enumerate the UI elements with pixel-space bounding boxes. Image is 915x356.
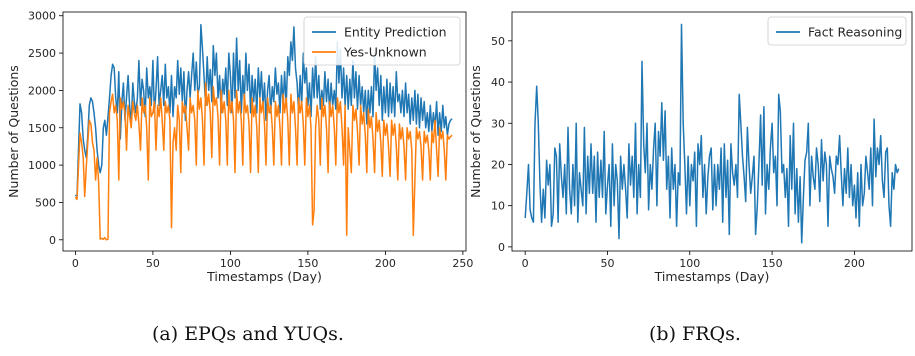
plot-frame [511,11,913,252]
series-line-fact-reasoning [524,23,900,244]
y-tick-label: 2000 [28,84,56,97]
y-tick-label: 10 [491,200,505,213]
y-tick-label: 20 [491,158,505,171]
legend: Fact Reasoning [767,16,907,46]
x-axis-label: Timestamps (Day) [206,269,322,284]
y-tick-label: 50 [491,35,505,48]
y-tick-label: 30 [491,117,505,130]
y-tick-label: 2500 [28,47,56,60]
series-line-yes-unknown [74,82,453,241]
x-tick-label: 100 [679,257,700,270]
y-tick-label: 1500 [28,122,56,135]
caption-a: (a) EPQs and YUQs. [152,323,344,345]
plot-frame [62,11,467,252]
y-tick-label: 40 [491,76,505,89]
y-axis-label: Number of Questions [468,65,483,198]
x-tick-label: 250 [452,257,473,270]
y-tick-label: 0 [498,241,505,254]
y-axis-label: Number of Questions [6,65,21,198]
x-tick-label: 200 [375,257,396,270]
x-axis-label: Timestamps (Day) [654,269,770,284]
x-tick-label: 0 [72,257,79,270]
y-tick-label: 0 [49,234,56,247]
x-tick-label: 200 [844,257,865,270]
legend-label: Entity Prediction [344,25,447,40]
x-tick-label: 150 [762,257,783,270]
x-tick-label: 0 [522,257,529,270]
legend-label: Fact Reasoning [808,25,902,40]
series-line-entity-prediction [74,23,453,198]
x-tick-label: 50 [600,257,614,270]
chart-panel-a: 0 50 100 150 200 250050010001500200025003000T… [6,10,473,284]
x-tick-label: 100 [220,257,241,270]
x-tick-label: 150 [297,257,318,270]
legend-box [767,16,907,46]
y-tick-label: 3000 [28,10,56,23]
chart-panel-b: 0 50 100 150 200 0 10 20 30 40 50 Timestamps (Day) N… [468,11,913,284]
legend: Entity Prediction Yes-Unknown [303,16,461,66]
legend-label: Yes-Unknown [343,45,427,60]
caption-b: (b) FRQs. [649,323,741,345]
x-tick-label: 50 [146,257,160,270]
legend-box [303,16,461,66]
y-tick-label: 1000 [28,159,56,172]
y-tick-label: 500 [35,196,56,209]
